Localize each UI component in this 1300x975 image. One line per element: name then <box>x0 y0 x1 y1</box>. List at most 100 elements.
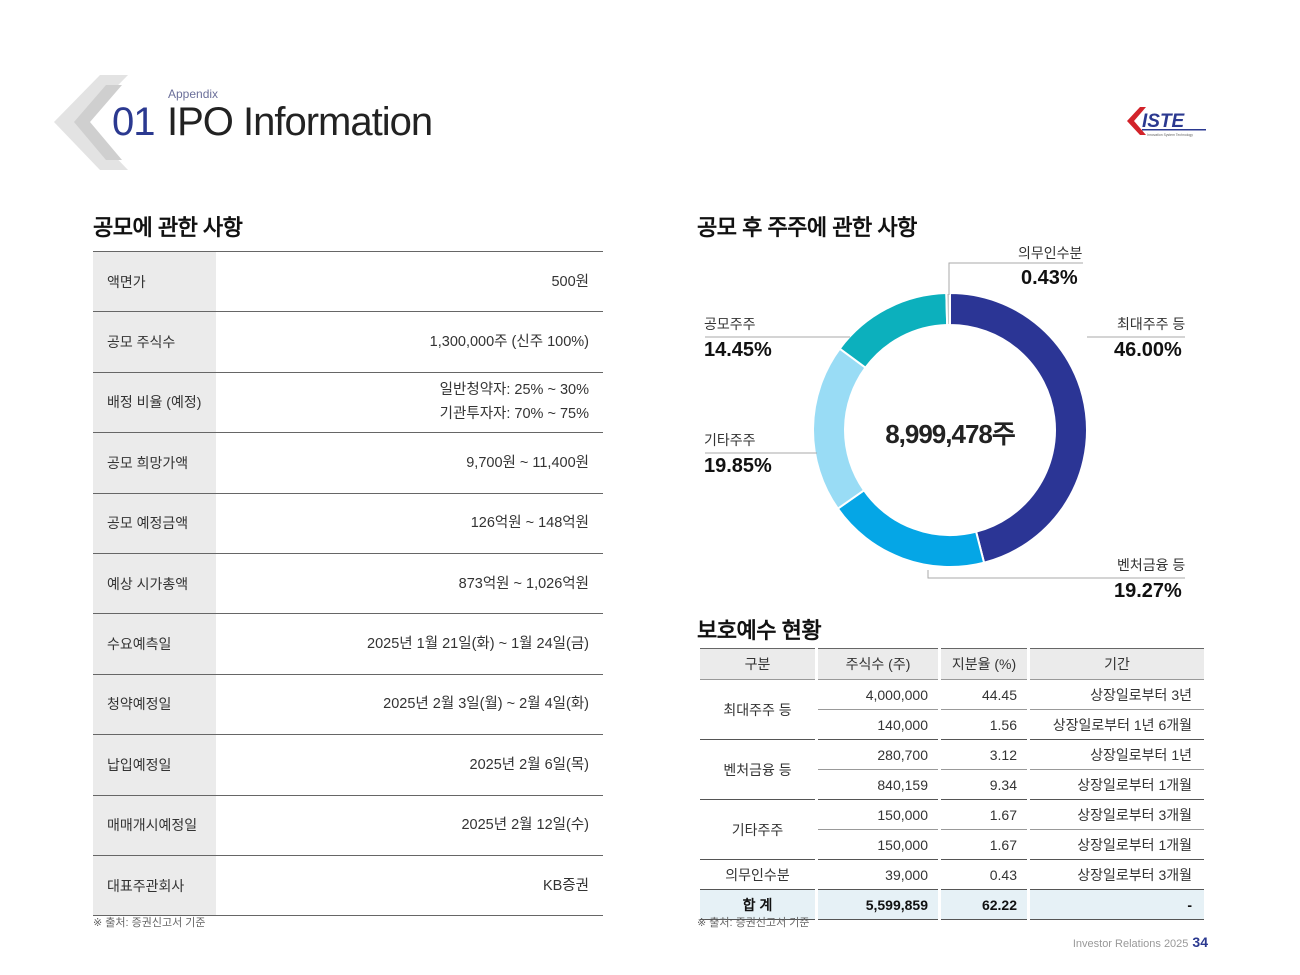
label-public: 공모주주 <box>704 316 756 332</box>
lockup-ratio: 9.34 <box>941 770 1027 800</box>
lockup-ratio: 1.67 <box>941 800 1027 830</box>
lockup-period: 상장일로부터 1년 <box>1030 740 1204 770</box>
svg-text:ISTE: ISTE <box>1142 111 1186 132</box>
offering-label: 납입예정일 <box>93 735 216 795</box>
label-largest: 최대주주 등 <box>1117 316 1186 332</box>
col-ratio: 지분율 (%) <box>941 648 1027 680</box>
lockup-shares: 4,000,000 <box>818 680 938 710</box>
offering-value: KB증권 <box>542 877 589 894</box>
lockup-total-shares: 5,599,859 <box>818 890 938 920</box>
lockup-total-period: - <box>1030 890 1204 920</box>
offering-value: 873억원 ~ 1,026억원 <box>458 575 589 592</box>
col-period: 기간 <box>1030 648 1204 680</box>
lockup-row: 기타주주 150,000 1.67 상장일로부터 3개월 <box>700 800 1204 860</box>
col-shares: 주식수 (주) <box>818 648 938 680</box>
offering-label: 공모 희망가액 <box>93 433 216 493</box>
chevron-decoration-icon <box>54 75 128 170</box>
label-venture: 벤처금융 등 <box>1117 557 1186 573</box>
offering-row: 매매개시예정일 2025년 2월 12일(수) <box>93 794 603 855</box>
label-other: 기타주주 <box>704 432 756 448</box>
company-logo: ISTE Innovation System Technology <box>1127 107 1206 137</box>
label-obligation: 의무인수분 <box>1018 245 1083 261</box>
lockup-shares: 280,700 <box>818 740 938 770</box>
lockup-total-label: 합 계 <box>700 890 815 920</box>
lockup-period: 상장일로부터 1개월 <box>1030 830 1204 860</box>
offering-label: 대표주관회사 <box>93 855 216 916</box>
lockup-category: 기타주주 <box>700 800 815 860</box>
lockup-total-ratio: 62.22 <box>941 890 1027 920</box>
offering-value: 126억원 ~ 148억원 <box>470 515 589 532</box>
offering-row: 공모 희망가액 9,700원 ~ 11,400원 <box>93 432 603 493</box>
lockup-shares: 140,000 <box>818 710 938 740</box>
offering-label: 배정 비율 (예정) <box>93 372 216 433</box>
offering-title: 공모에 관한 사항 <box>93 215 243 240</box>
lockup-row: 최대주주 등 4,000,000 44.45 상장일로부터 3년 <box>700 680 1204 740</box>
shareholder-donut-chart <box>812 291 1088 568</box>
total-shares: 8,999,478주 <box>885 419 1016 449</box>
offering-label: 매매개시예정일 <box>93 795 216 855</box>
donut-slice <box>949 291 1088 564</box>
lockup-ratio: 44.45 <box>941 680 1027 710</box>
lockup-row: 벤처금융 등 280,700 3.12 상장일로부터 1년 <box>700 740 1204 800</box>
lockup-ratio: 1.67 <box>941 830 1027 860</box>
section-number: 01 <box>112 100 155 144</box>
pct-public: 14.45% <box>704 339 772 361</box>
lockup-shares: 150,000 <box>818 800 938 830</box>
lockup-ratio: 3.12 <box>941 740 1027 770</box>
lockup-shares: 150,000 <box>818 830 938 860</box>
offering-value: 500원 <box>551 273 589 290</box>
leader-lines <box>705 262 1185 579</box>
pct-other: 19.85% <box>704 455 772 477</box>
donut-slice <box>945 291 951 327</box>
lockup-period: 상장일로부터 3개월 <box>1030 800 1204 830</box>
lockup-category: 벤처금융 등 <box>700 740 815 800</box>
lockup-source-note: ※ 출처: 증권신고서 기준 <box>697 917 810 929</box>
offering-row: 공모 주식수 1,300,000주 (신주 100%) <box>93 311 603 372</box>
offering-value: 2025년 2월 6일(목) <box>469 756 589 773</box>
offering-value-line: 일반청약자: 25% ~ 30% <box>439 382 589 399</box>
lockup-period: 상장일로부터 3개월 <box>1030 860 1204 890</box>
lockup-period: 상장일로부터 1개월 <box>1030 770 1204 800</box>
offering-row: 수요예측일 2025년 1월 21일(화) ~ 1월 24일(금) <box>93 613 603 674</box>
offering-value: 2025년 1월 21일(화) ~ 1월 24일(금) <box>367 636 589 653</box>
lockup-row: 140,000 1.56 상장일로부터 1년 6개월 <box>700 710 1204 740</box>
lockup-row: 의무인수분 39,000 0.43 상장일로부터 3개월 <box>700 860 1204 890</box>
offering-label: 수요예측일 <box>93 614 216 674</box>
lockup-category: 의무인수분 <box>700 860 815 890</box>
offering-row: 청약예정일 2025년 2월 3일(월) ~ 2월 4일(화) <box>93 673 603 735</box>
offering-source-note: ※ 출처: 증권신고서 기준 <box>93 917 206 929</box>
offering-row: 대표주관회사 KB증권 <box>93 854 603 917</box>
offering-label: 공모 주식수 <box>93 312 216 372</box>
pct-largest: 46.00% <box>1114 339 1182 361</box>
offering-value: 2025년 2월 3일(월) ~ 2월 4일(화) <box>383 696 589 713</box>
offering-value: 2025년 2월 12일(수) <box>461 817 589 834</box>
offering-row: 액면가 500원 <box>93 251 603 312</box>
page-title: IPO Information <box>167 100 433 144</box>
offering-label: 청약예정일 <box>93 674 216 735</box>
svg-text:Innovation System Technology: Innovation System Technology <box>1147 133 1193 137</box>
offering-value: 일반청약자: 25% ~ 30% 기관투자자: 70% ~ 75% <box>219 373 603 432</box>
lockup-row: 840,159 9.34 상장일로부터 1개월 <box>700 770 1204 800</box>
offering-value: 9,700원 ~ 11,400원 <box>466 454 589 471</box>
shareholders-title: 공모 후 주주에 관한 사항 <box>697 215 917 240</box>
col-category: 구분 <box>700 648 815 680</box>
offering-label: 액면가 <box>93 252 216 312</box>
lockup-ratio: 0.43 <box>941 860 1027 890</box>
lockup-table: 구분 주식수 (주) 지분율 (%) 기간 최대주주 등 4,000,000 44.… <box>697 648 1207 920</box>
lockup-title: 보호예수 현황 <box>697 618 822 643</box>
offering-value: 1,300,000주 (신주 100%) <box>429 334 589 351</box>
offering-row: 배정 비율 (예정) 일반청약자: 25% ~ 30% 기관투자자: 70% ~ 7… <box>93 371 603 433</box>
lockup-shares: 840,159 <box>818 770 938 800</box>
lockup-category: 최대주주 등 <box>700 680 815 740</box>
page-footer: Investor Relations 2025 34 <box>1073 934 1208 950</box>
offering-row: 납입예정일 2025년 2월 6일(목) <box>93 734 603 795</box>
appendix-label: Appendix <box>168 87 219 101</box>
footer-text: Investor Relations 2025 <box>1072 938 1189 950</box>
offering-label: 예상 시가총액 <box>93 553 216 614</box>
lockup-period: 상장일로부터 1년 6개월 <box>1030 710 1204 740</box>
lockup-ratio: 1.56 <box>941 710 1027 740</box>
lockup-period: 상장일로부터 3년 <box>1030 680 1204 710</box>
offering-value-line: 기관투자자: 70% ~ 75% <box>439 406 589 423</box>
offering-row: 예상 시가총액 873억원 ~ 1,026억원 <box>93 552 603 614</box>
